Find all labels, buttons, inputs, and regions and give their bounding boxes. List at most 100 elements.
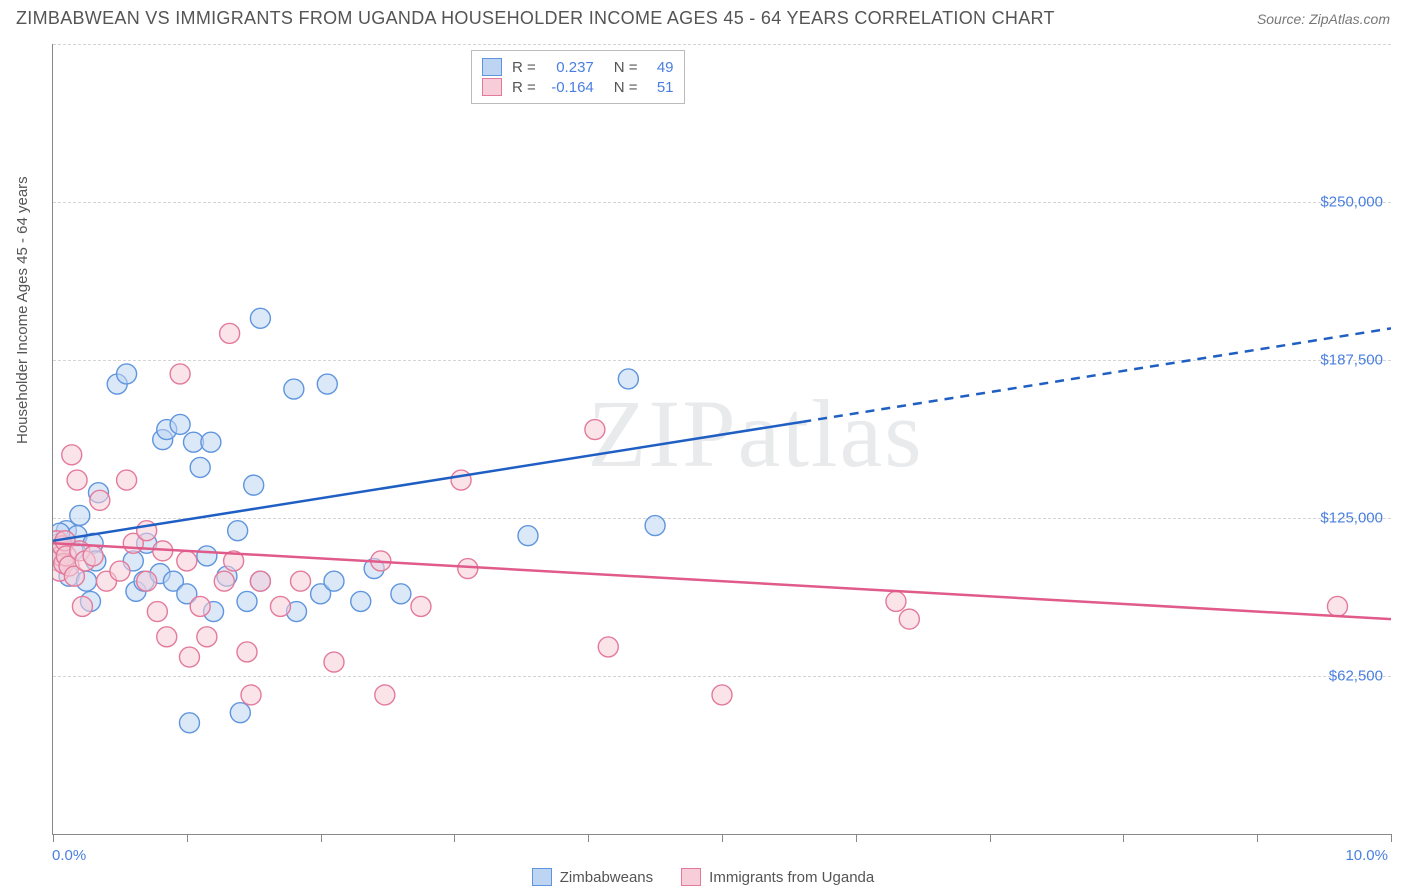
chart-svg <box>53 44 1391 834</box>
n-label: N = <box>614 59 638 76</box>
gridline <box>53 202 1391 203</box>
data-point <box>56 521 76 541</box>
data-point <box>179 647 199 667</box>
data-point <box>190 457 210 477</box>
data-point <box>250 308 270 328</box>
data-point <box>371 551 391 571</box>
data-point <box>76 571 96 591</box>
data-point <box>75 551 95 571</box>
gridline <box>53 518 1391 519</box>
data-point <box>886 591 906 611</box>
legend-label-zimbabweans: Zimbabweans <box>560 869 653 886</box>
data-point <box>351 591 371 611</box>
data-point <box>80 591 100 611</box>
r-label: R = <box>512 79 536 96</box>
data-point <box>585 420 605 440</box>
x-tick <box>187 834 188 842</box>
data-point <box>518 526 538 546</box>
data-point <box>458 559 478 579</box>
data-point <box>72 596 92 616</box>
data-point <box>53 531 67 551</box>
data-point <box>157 627 177 647</box>
x-tick <box>454 834 455 842</box>
r-value-uganda: -0.164 <box>542 79 594 96</box>
trend-line-extrapolated <box>802 328 1391 421</box>
x-axis-min-label: 0.0% <box>52 847 86 864</box>
plot-area: ZIPatlas R = 0.237 N = 49 R = -0.164 N =… <box>52 44 1391 835</box>
data-point <box>137 521 157 541</box>
data-point <box>83 546 103 566</box>
data-point <box>117 364 137 384</box>
data-point <box>230 703 250 723</box>
legend-item-zimbabweans: Zimbabweans <box>532 868 653 886</box>
data-point <box>53 533 70 553</box>
n-value-uganda: 51 <box>644 79 674 96</box>
legend-row-zimbabweans: R = 0.237 N = 49 <box>482 57 674 77</box>
data-point <box>123 533 143 553</box>
data-point <box>67 470 87 490</box>
legend-series: Zimbabweans Immigrants from Uganda <box>0 868 1406 886</box>
data-point <box>177 551 197 571</box>
data-point <box>53 561 70 581</box>
data-point <box>86 551 106 571</box>
data-point <box>712 685 732 705</box>
data-point <box>56 546 76 566</box>
data-point <box>324 571 344 591</box>
x-tick <box>588 834 589 842</box>
data-point <box>284 379 304 399</box>
x-tick <box>856 834 857 842</box>
data-point <box>190 596 210 616</box>
data-point <box>179 713 199 733</box>
data-point <box>117 470 137 490</box>
data-point <box>324 652 344 672</box>
data-point <box>391 584 411 604</box>
data-point <box>153 430 173 450</box>
data-point <box>64 566 84 586</box>
trend-line <box>53 543 1391 619</box>
data-point <box>241 685 261 705</box>
data-point <box>70 541 90 561</box>
data-point <box>270 596 290 616</box>
chart-container: Householder Income Ages 45 - 64 years ZI… <box>0 34 1406 892</box>
data-point <box>137 571 157 591</box>
swatch-zimbabweans <box>482 58 502 76</box>
data-point <box>88 483 108 503</box>
data-point <box>451 470 471 490</box>
x-tick <box>990 834 991 842</box>
data-point <box>126 581 146 601</box>
data-point <box>1327 596 1347 616</box>
data-point <box>217 566 237 586</box>
r-value-zimbabweans: 0.237 <box>542 59 594 76</box>
chart-title: ZIMBABWEAN VS IMMIGRANTS FROM UGANDA HOU… <box>16 8 1055 29</box>
y-tick-label: $187,500 <box>1320 352 1383 369</box>
data-point <box>59 566 79 586</box>
data-point <box>137 533 157 553</box>
data-point <box>183 432 203 452</box>
data-point <box>107 374 127 394</box>
data-point <box>170 364 190 384</box>
data-point <box>123 551 143 571</box>
data-point <box>244 475 264 495</box>
swatch-zimbabweans <box>532 868 552 886</box>
data-point <box>375 685 395 705</box>
data-point <box>163 571 183 591</box>
data-point <box>250 571 270 591</box>
data-point <box>90 490 110 510</box>
data-point <box>147 602 167 622</box>
x-tick <box>722 834 723 842</box>
data-point <box>70 505 90 525</box>
data-point <box>97 571 117 591</box>
data-point <box>291 571 311 591</box>
data-point <box>250 571 270 591</box>
data-point <box>55 531 75 551</box>
data-point <box>311 584 331 604</box>
x-tick <box>1123 834 1124 842</box>
r-label: R = <box>512 59 536 76</box>
data-point <box>134 571 154 591</box>
data-point <box>224 551 244 571</box>
data-point <box>53 541 66 561</box>
data-point <box>237 642 257 662</box>
legend-stats: R = 0.237 N = 49 R = -0.164 N = 51 <box>471 50 685 104</box>
data-point <box>204 602 224 622</box>
n-value-zimbabweans: 49 <box>644 59 674 76</box>
